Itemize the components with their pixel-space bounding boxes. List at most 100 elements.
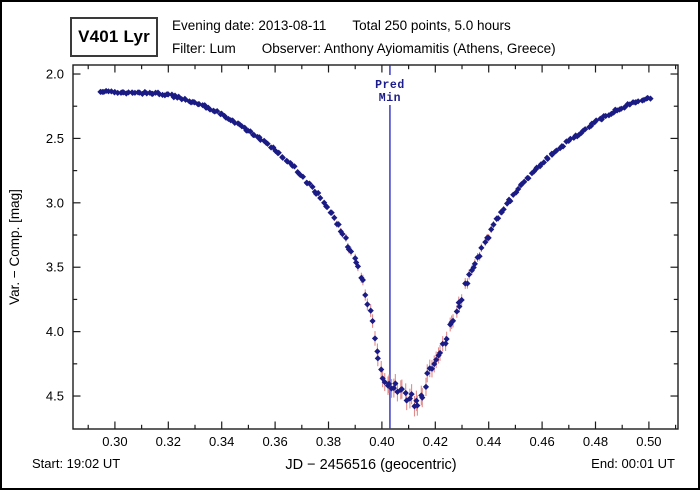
header-info: Evening date: 2013-08-11 Total 250 point… bbox=[172, 14, 556, 60]
data-point bbox=[291, 163, 298, 170]
data-point bbox=[644, 94, 651, 102]
data-point bbox=[540, 159, 547, 166]
data-point bbox=[402, 389, 409, 397]
total-points-label: Total 250 points, 5.0 hours bbox=[352, 18, 511, 33]
data-point bbox=[362, 291, 369, 299]
data-point bbox=[342, 234, 350, 241]
data-point bbox=[352, 255, 359, 262]
y-axis-title: Var. − Comp. [mag] bbox=[7, 189, 22, 305]
data-point bbox=[367, 307, 374, 314]
data-point bbox=[309, 183, 316, 191]
x-tick-label: 0.32 bbox=[156, 434, 181, 449]
data-point bbox=[328, 209, 335, 216]
data-point bbox=[456, 303, 463, 310]
data-point bbox=[602, 112, 609, 120]
data-point bbox=[359, 276, 366, 284]
data-point bbox=[647, 95, 654, 102]
x-tick-label: 0.48 bbox=[583, 434, 608, 449]
data-point bbox=[466, 271, 473, 278]
data-points bbox=[97, 87, 654, 410]
data-point bbox=[331, 214, 338, 221]
data-point bbox=[317, 194, 324, 202]
data-point bbox=[323, 203, 331, 211]
data-point bbox=[632, 99, 640, 106]
data-point bbox=[521, 178, 528, 185]
data-point bbox=[398, 386, 405, 393]
data-point bbox=[378, 366, 385, 373]
x-tick-label: 0.34 bbox=[209, 434, 234, 449]
header-line-1: Evening date: 2013-08-11 Total 250 point… bbox=[172, 14, 556, 37]
data-point bbox=[214, 107, 221, 115]
data-point bbox=[344, 243, 351, 251]
data-point bbox=[485, 234, 492, 241]
data-point bbox=[419, 394, 426, 401]
data-point bbox=[182, 96, 189, 103]
data-point bbox=[358, 274, 365, 281]
data-point bbox=[490, 221, 497, 228]
data-point bbox=[614, 107, 621, 114]
data-point bbox=[507, 197, 514, 205]
data-point bbox=[436, 349, 444, 357]
data-point bbox=[478, 244, 485, 251]
header-line-2: Filter: Lum Observer: Anthony Ayiomamiti… bbox=[172, 37, 556, 60]
data-point bbox=[287, 160, 294, 167]
data-point bbox=[206, 106, 214, 113]
x-tick-label: 0.36 bbox=[262, 434, 287, 449]
data-point bbox=[238, 123, 245, 130]
data-point bbox=[495, 215, 502, 222]
y-tick-label: 3.0 bbox=[46, 195, 64, 210]
data-point bbox=[468, 267, 475, 274]
data-point bbox=[447, 321, 454, 328]
data-point bbox=[392, 380, 399, 387]
data-point bbox=[640, 96, 648, 103]
data-point bbox=[626, 101, 633, 108]
data-point bbox=[559, 143, 567, 150]
data-point bbox=[515, 185, 522, 193]
data-point bbox=[498, 209, 505, 216]
data-point bbox=[222, 114, 230, 121]
pred-min-label-line2: Min bbox=[379, 92, 401, 105]
data-point bbox=[482, 239, 489, 246]
data-point bbox=[488, 226, 495, 233]
y-tick-label: 3.5 bbox=[46, 260, 64, 275]
data-point bbox=[476, 253, 483, 260]
data-point bbox=[411, 403, 418, 410]
data-point bbox=[369, 317, 376, 325]
data-point bbox=[250, 131, 258, 139]
x-tick-label: 0.42 bbox=[423, 434, 448, 449]
data-point bbox=[125, 89, 132, 96]
pred-min-label-line1: Pred bbox=[375, 79, 405, 92]
data-point bbox=[548, 151, 556, 158]
data-point bbox=[635, 98, 642, 105]
data-point bbox=[335, 221, 342, 228]
end-time-label: End: 00:01 UT bbox=[591, 456, 675, 471]
data-point bbox=[618, 105, 625, 112]
data-point bbox=[458, 296, 465, 304]
data-point bbox=[510, 191, 517, 198]
data-point bbox=[582, 126, 589, 133]
axis-ticks bbox=[73, 65, 678, 429]
y-tick-label: 2.5 bbox=[46, 131, 64, 146]
y-tick-label: 4.5 bbox=[46, 389, 64, 404]
data-point bbox=[275, 149, 282, 156]
data-point bbox=[530, 168, 538, 175]
data-point bbox=[261, 137, 268, 144]
data-point bbox=[433, 356, 440, 363]
data-point bbox=[165, 91, 172, 98]
data-point bbox=[347, 248, 355, 255]
data-point bbox=[518, 181, 525, 188]
data-point bbox=[385, 380, 393, 387]
data-point bbox=[354, 263, 362, 270]
data-point bbox=[120, 89, 127, 96]
data-point bbox=[315, 189, 322, 197]
data-point bbox=[453, 308, 460, 315]
data-point bbox=[247, 128, 254, 135]
plot-frame bbox=[72, 64, 679, 430]
data-point bbox=[442, 340, 449, 347]
data-point bbox=[422, 383, 430, 390]
data-point bbox=[424, 370, 431, 377]
axis-tick-labels: 0.30 0.32 0.34 0.36 0.38 0.40 0.42 0.44 0.46 0.48… bbox=[46, 67, 662, 449]
star-name: V401 Lyr bbox=[78, 27, 150, 46]
data-point bbox=[295, 170, 302, 177]
data-point bbox=[299, 173, 307, 180]
